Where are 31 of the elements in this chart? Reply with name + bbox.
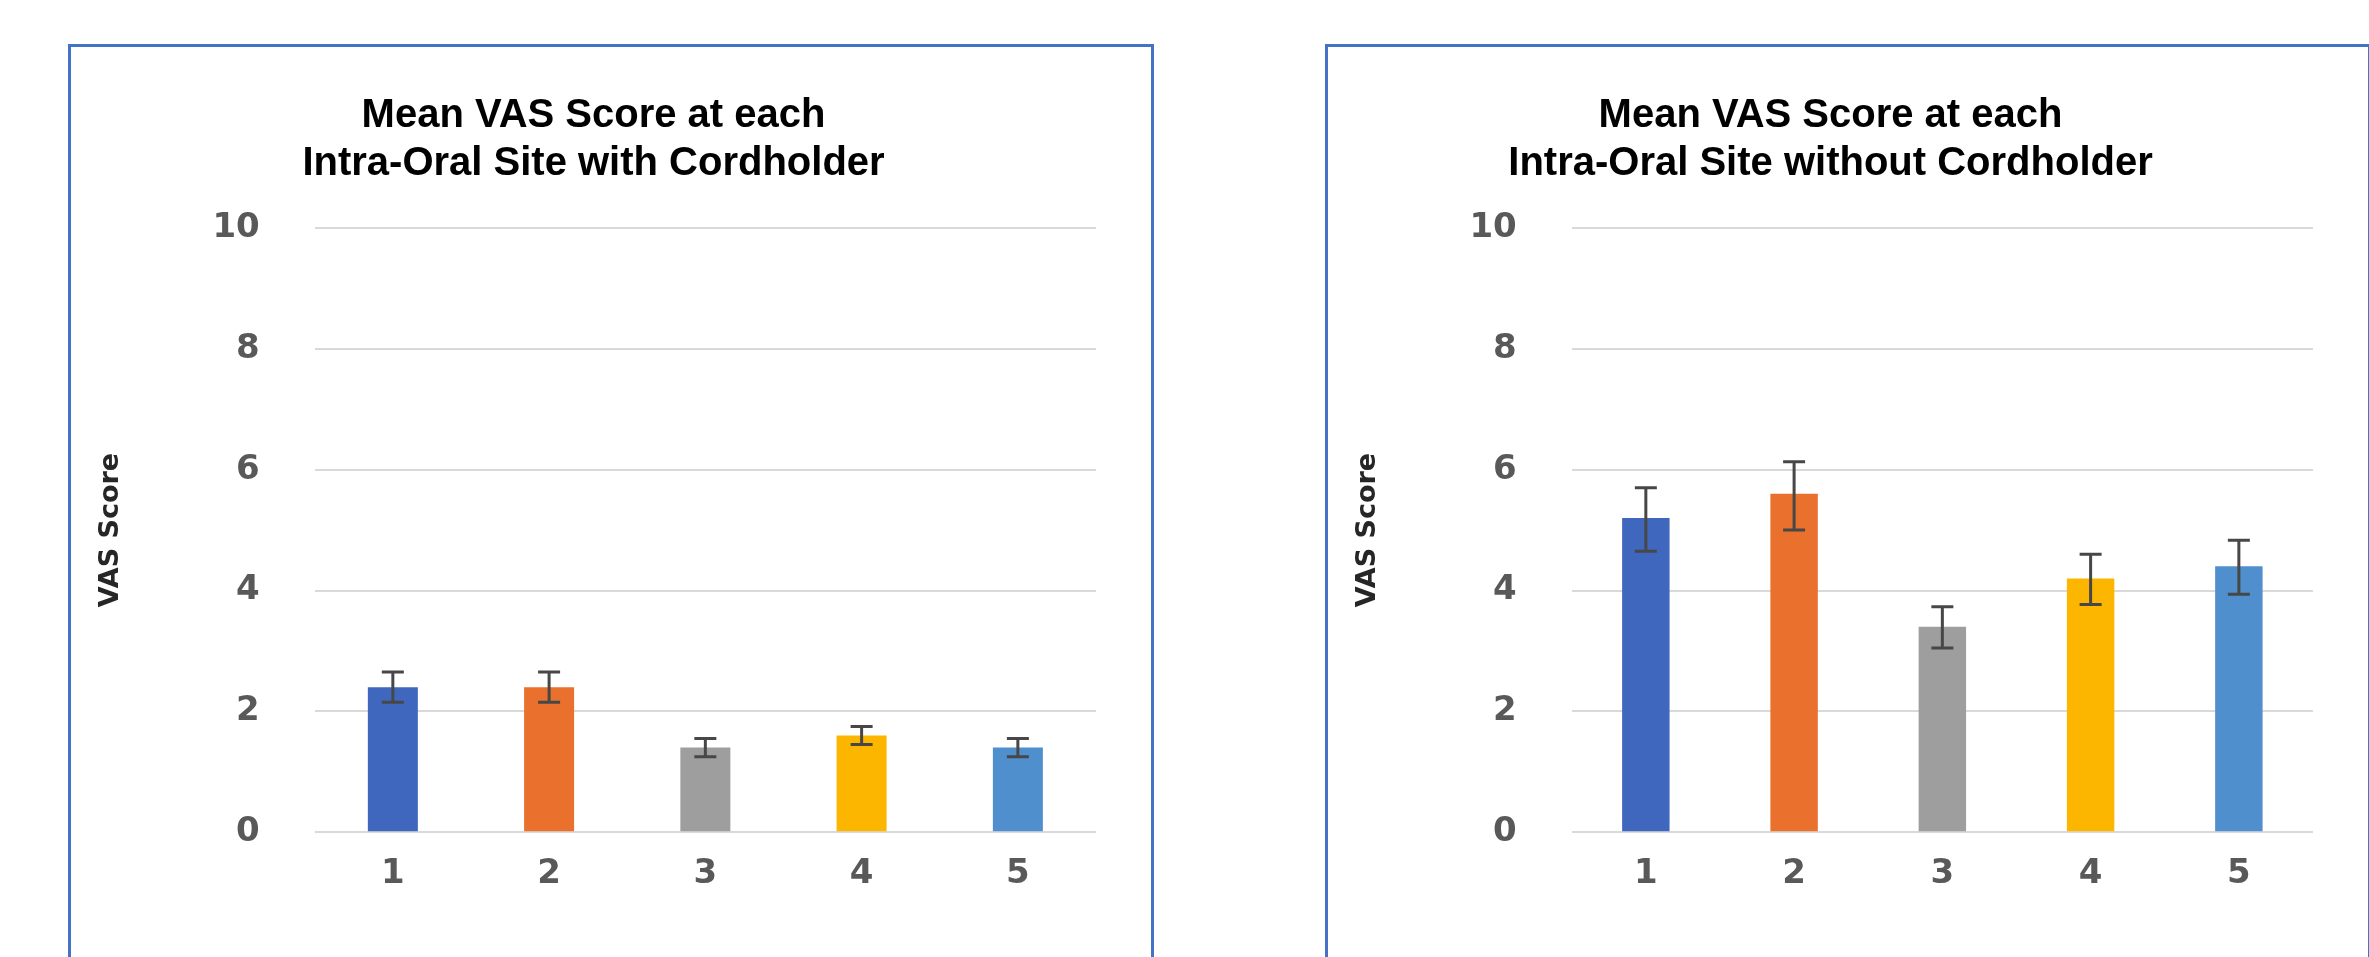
- x-tick-label: 1: [381, 851, 405, 892]
- chart-title: Mean VAS Score at each Intra-Oral Site without Cordholder: [1508, 91, 2153, 184]
- bar: [1622, 518, 1670, 832]
- bar: [1918, 626, 1967, 832]
- chart-title: Mean VAS Score at each Intra-Oral Site with Cordholder: [302, 91, 885, 184]
- x-tick-label: 4: [2078, 851, 2103, 892]
- x-tick-label: 2: [1782, 851, 1806, 892]
- y-tick-label: 2: [236, 688, 260, 729]
- x-tick-label: 4: [849, 851, 874, 892]
- y-tick-label: 8: [1493, 325, 1517, 366]
- y-tick-label: 2: [1493, 688, 1517, 729]
- x-tick-label: 3: [693, 851, 718, 892]
- y-tick-label: 0: [1493, 809, 1517, 850]
- bar: [2066, 578, 2115, 832]
- y-tick-label: 4: [236, 567, 260, 608]
- x-tick-label: 5: [2227, 851, 2251, 892]
- y-axis-title: VAS Score: [93, 452, 125, 608]
- bar: [2215, 566, 2263, 832]
- x-tick-label: 3: [1930, 851, 1955, 892]
- y-axis-title: VAS Score: [1350, 452, 1382, 608]
- x-tick-label: 1: [1634, 851, 1658, 892]
- bar: [1770, 493, 1818, 832]
- y-tick-label: 8: [236, 325, 260, 366]
- x-tick-label: 2: [537, 851, 561, 892]
- y-tick-label: 10: [212, 204, 260, 245]
- y-tick-label: 6: [1493, 446, 1517, 487]
- y-tick-label: 10: [1469, 204, 1517, 245]
- y-tick-label: 4: [1493, 567, 1517, 608]
- y-tick-label: 0: [236, 809, 260, 850]
- y-tick-label: 6: [236, 446, 260, 487]
- x-tick-label: 5: [1006, 851, 1030, 892]
